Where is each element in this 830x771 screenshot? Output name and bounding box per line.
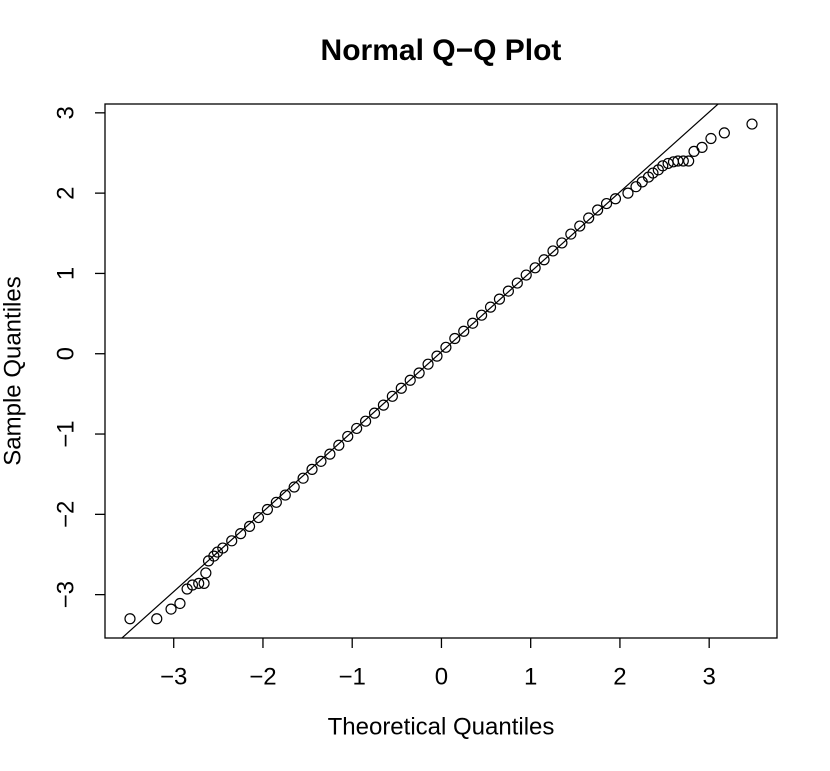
point xyxy=(395,382,407,394)
point xyxy=(622,187,634,199)
x-tick-label: −3 xyxy=(160,663,187,690)
point xyxy=(217,542,229,554)
point xyxy=(198,577,210,589)
point xyxy=(431,350,443,362)
point xyxy=(351,422,363,435)
point xyxy=(449,332,461,345)
point xyxy=(529,262,541,274)
point xyxy=(647,167,659,179)
x-axis-label: Theoretical Quantiles xyxy=(328,713,555,740)
point xyxy=(270,496,282,508)
point xyxy=(511,277,523,289)
x-tick-label: 0 xyxy=(435,663,448,690)
point xyxy=(440,341,452,353)
point xyxy=(547,245,559,257)
point xyxy=(261,503,274,516)
x-tick-label: 3 xyxy=(702,663,715,690)
point xyxy=(476,309,488,321)
point xyxy=(186,579,199,591)
y-tick-label: 2 xyxy=(52,186,79,199)
point xyxy=(193,577,205,589)
point xyxy=(422,358,434,370)
point xyxy=(696,141,708,153)
point xyxy=(683,155,695,167)
point xyxy=(520,269,532,281)
point xyxy=(208,550,220,562)
x-tick-label: 1 xyxy=(524,663,537,690)
point xyxy=(235,528,247,540)
y-tick-label: 3 xyxy=(52,106,79,119)
x-tick-label: 2 xyxy=(613,663,626,690)
point xyxy=(592,204,604,216)
x-tick-label: −2 xyxy=(249,663,276,690)
point xyxy=(672,155,684,167)
point xyxy=(324,448,336,460)
point xyxy=(342,430,354,443)
y-tick-label: −3 xyxy=(52,581,79,608)
chart-title: Normal Q−Q Plot xyxy=(321,34,562,67)
point xyxy=(359,415,372,427)
point xyxy=(368,407,381,419)
point xyxy=(165,603,177,615)
point xyxy=(718,127,730,139)
y-tick-label: 1 xyxy=(52,267,79,280)
point xyxy=(467,317,479,329)
point xyxy=(124,613,136,625)
y-axis-label: Sample Quantiles xyxy=(0,276,26,465)
point xyxy=(288,481,300,493)
y-tick-label: 0 xyxy=(52,347,79,360)
point xyxy=(297,472,309,484)
point xyxy=(377,399,390,411)
point xyxy=(226,535,238,547)
point xyxy=(484,301,497,313)
point xyxy=(315,455,327,467)
point xyxy=(151,613,163,625)
point xyxy=(174,597,186,610)
point xyxy=(705,132,717,145)
point xyxy=(404,374,416,386)
point xyxy=(200,567,212,579)
point xyxy=(333,439,345,451)
point xyxy=(583,212,595,224)
point xyxy=(458,325,470,337)
point xyxy=(746,118,758,130)
y-tick-label: −1 xyxy=(52,420,79,447)
point xyxy=(609,193,622,205)
point xyxy=(600,197,613,210)
point xyxy=(493,293,506,305)
point xyxy=(556,237,568,249)
point xyxy=(386,390,398,402)
plot-frame xyxy=(104,103,778,639)
point xyxy=(306,463,318,475)
point xyxy=(565,228,577,240)
point xyxy=(677,155,689,167)
reference-line xyxy=(121,104,719,638)
point xyxy=(574,220,586,232)
point xyxy=(279,489,291,501)
point xyxy=(413,367,425,379)
point xyxy=(538,254,550,266)
point xyxy=(243,520,256,532)
point xyxy=(657,160,669,172)
point xyxy=(502,285,514,297)
x-tick-label: −1 xyxy=(339,663,366,690)
point xyxy=(252,511,265,524)
y-tick-label: −2 xyxy=(52,501,79,528)
